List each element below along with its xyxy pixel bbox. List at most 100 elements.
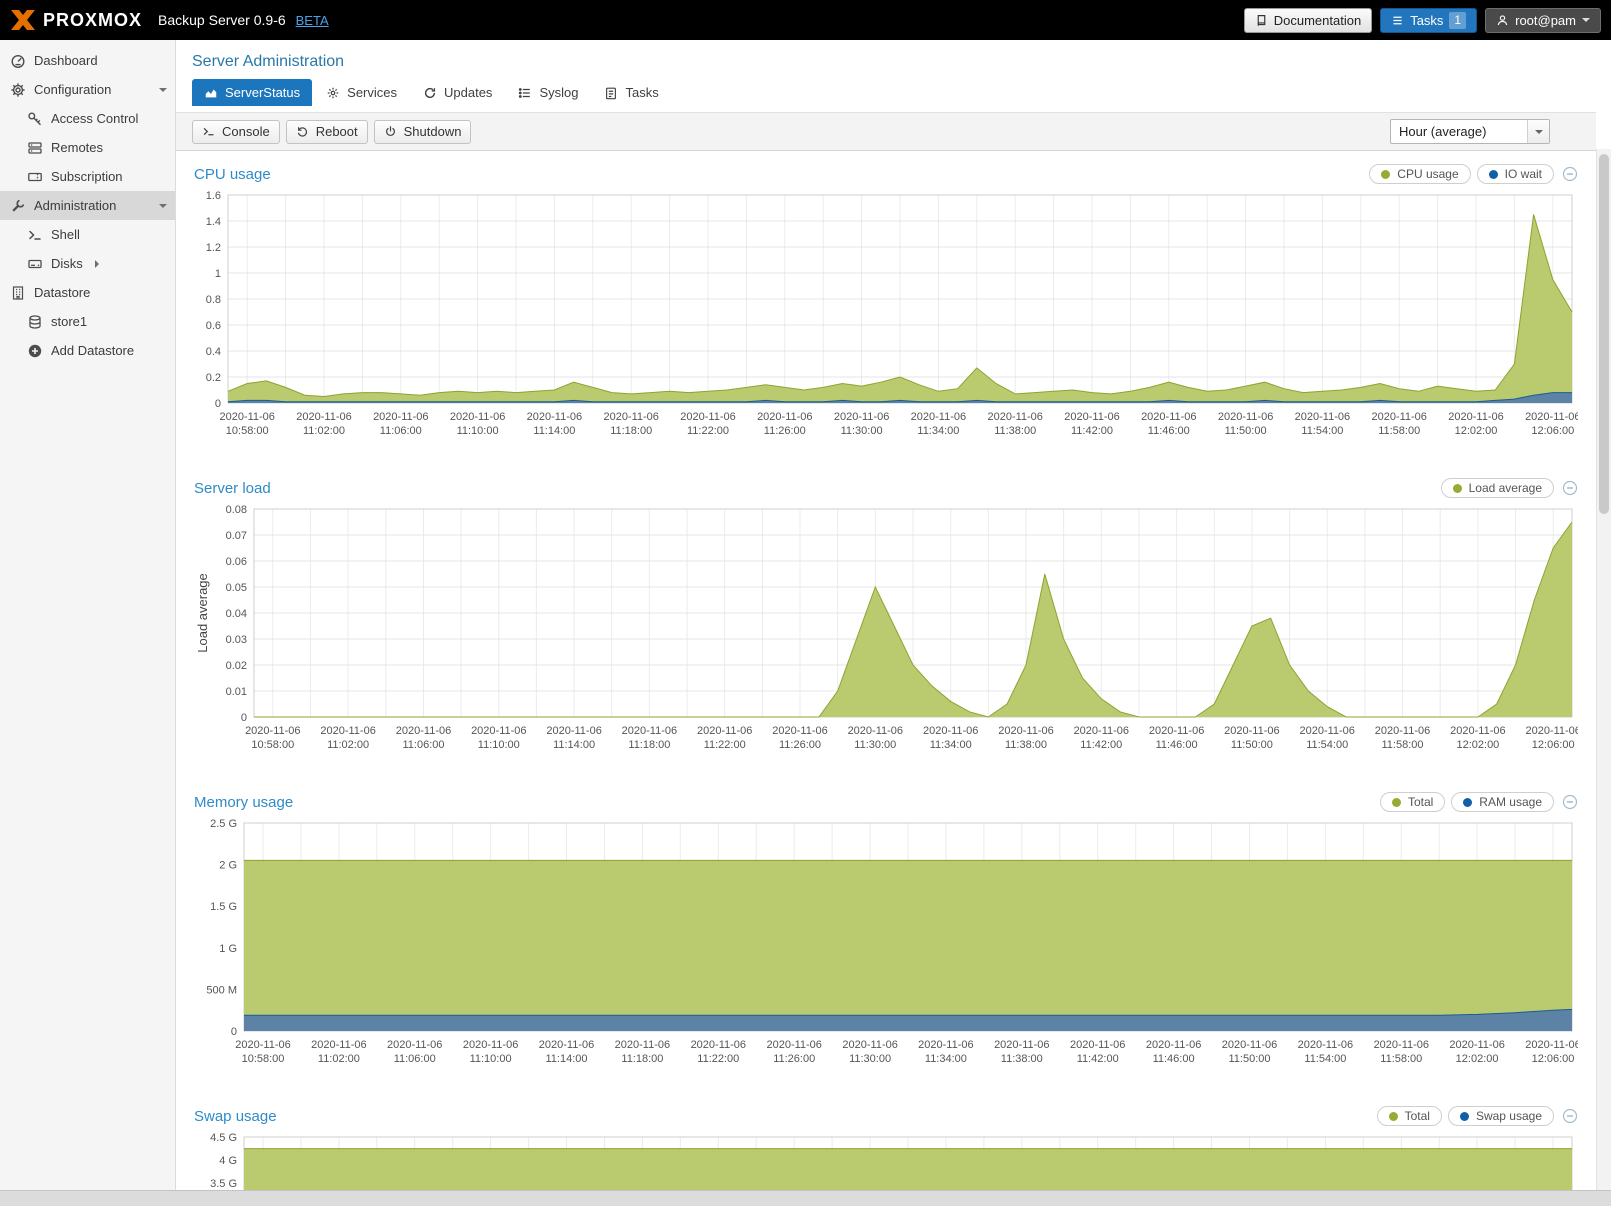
sidebar-item-administration[interactable]: Administration: [0, 191, 175, 220]
svg-text:11:38:00: 11:38:00: [994, 425, 1036, 437]
collapsed-caret-icon: [94, 259, 103, 268]
tab-tasks[interactable]: Tasks: [592, 79, 670, 106]
sidebar-item-access-control[interactable]: Access Control: [0, 104, 175, 133]
svg-text:2020-11-06: 2020-11-06: [311, 1039, 366, 1051]
svg-text:10:58:00: 10:58:00: [251, 739, 294, 751]
collapse-minus-icon[interactable]: [1562, 794, 1578, 810]
shutdown-label: Shutdown: [403, 124, 462, 139]
svg-text:12:06:00: 12:06:00: [1532, 1053, 1575, 1065]
chart-legend: Load average: [1440, 478, 1554, 498]
dropdown-trigger[interactable]: [1527, 120, 1549, 143]
expanded-caret-icon: [159, 87, 167, 96]
tab-label: Updates: [444, 85, 493, 100]
status-toolbar: Console Reboot Shutdown Hour (average): [176, 112, 1596, 151]
svg-text:2020-11-06: 2020-11-06: [1298, 1039, 1353, 1051]
svg-text:2020-11-06: 2020-11-06: [527, 411, 582, 423]
svg-text:11:10:00: 11:10:00: [478, 739, 520, 751]
tasks-button[interactable]: Tasks 1: [1380, 7, 1478, 33]
cpu-usage-panel: CPU usage CPU usage IO wait 0 0.2 0.4 0.6 0.8…: [184, 159, 1588, 465]
chart-title: Memory usage: [194, 793, 294, 811]
svg-text:1.4: 1.4: [206, 216, 221, 228]
svg-text:2020-11-06: 2020-11-06: [1371, 411, 1426, 423]
svg-text:11:26:00: 11:26:00: [779, 739, 821, 751]
collapse-minus-icon[interactable]: [1562, 166, 1578, 182]
svg-text:10:58:00: 10:58:00: [226, 425, 269, 437]
svg-text:2020-11-06: 2020-11-06: [911, 411, 966, 423]
sidebar-item-store1[interactable]: store1: [0, 307, 175, 336]
chart-title: CPU usage: [194, 165, 271, 183]
ticket-icon: [27, 169, 43, 185]
svg-text:11:50:00: 11:50:00: [1225, 425, 1267, 437]
book-icon: [1255, 14, 1268, 27]
shutdown-button[interactable]: Shutdown: [373, 119, 472, 144]
svg-text:12:06:00: 12:06:00: [1532, 739, 1575, 751]
sidebar-item-label: Administration: [34, 198, 117, 213]
svg-text:11:06:00: 11:06:00: [380, 425, 422, 437]
sidebar-item-disks[interactable]: Disks: [0, 249, 175, 278]
vertical-scrollbar[interactable]: [1596, 149, 1611, 1190]
tab-syslog[interactable]: Syslog: [506, 79, 590, 106]
timeframe-value: Hour (average): [1399, 124, 1487, 139]
svg-text:11:14:00: 11:14:00: [545, 1053, 587, 1065]
legend-item: IO wait: [1476, 164, 1554, 184]
sidebar-item-configuration[interactable]: Configuration: [0, 75, 175, 104]
svg-text:11:38:00: 11:38:00: [1005, 739, 1047, 751]
legend-item: Load average: [1440, 478, 1554, 498]
tasks-label: Tasks: [1410, 12, 1444, 28]
reboot-button[interactable]: Reboot: [285, 119, 368, 144]
timeframe-select[interactable]: Hour (average): [1390, 119, 1550, 144]
svg-text:0.06: 0.06: [226, 556, 247, 568]
disk-icon: [27, 256, 43, 272]
collapse-minus-icon[interactable]: [1562, 480, 1578, 496]
svg-text:11:02:00: 11:02:00: [327, 739, 369, 751]
svg-text:2020-11-06: 2020-11-06: [1070, 1039, 1125, 1051]
user-menu-button[interactable]: root@pam: [1485, 7, 1601, 33]
svg-text:2020-11-06: 2020-11-06: [1525, 1039, 1578, 1051]
svg-text:11:22:00: 11:22:00: [697, 1053, 739, 1065]
svg-text:0: 0: [231, 1026, 237, 1038]
svg-text:11:42:00: 11:42:00: [1080, 739, 1122, 751]
collapse-minus-icon[interactable]: [1562, 1108, 1578, 1124]
scrollbar-thumb[interactable]: [1599, 154, 1609, 514]
svg-text:12:02:00: 12:02:00: [1456, 739, 1499, 751]
svg-text:0.2: 0.2: [206, 372, 221, 384]
documentation-button[interactable]: Documentation: [1243, 7, 1373, 33]
svg-text:2020-11-06: 2020-11-06: [219, 411, 274, 423]
svg-text:2020-11-06: 2020-11-06: [1525, 725, 1578, 737]
cpu-usage-chart: 0 0.2 0.4 0.6 0.8 1 1.2 1.4 1.6 2020-11-06 10:58:0…: [206, 190, 1578, 437]
tab-services[interactable]: Services: [314, 79, 409, 106]
beta-link[interactable]: BETA: [295, 12, 329, 28]
svg-text:11:22:00: 11:22:00: [704, 739, 746, 751]
svg-text:2020-11-06: 2020-11-06: [1374, 1039, 1429, 1051]
svg-text:2020-11-06: 2020-11-06: [387, 1039, 442, 1051]
gears-icon: [10, 82, 26, 98]
svg-text:2020-11-06: 2020-11-06: [697, 725, 752, 737]
sidebar-item-datastore[interactable]: Datastore: [0, 278, 175, 307]
list-icon: [1391, 14, 1404, 27]
console-button[interactable]: Console: [192, 119, 280, 144]
svg-text:0.08: 0.08: [226, 504, 247, 516]
console-label: Console: [222, 124, 270, 139]
svg-text:2020-11-06: 2020-11-06: [766, 1039, 821, 1051]
svg-text:2020-11-06: 2020-11-06: [603, 411, 658, 423]
svg-text:2020-11-06: 2020-11-06: [842, 1039, 897, 1051]
sidebar-item-label: store1: [51, 314, 88, 329]
sidebar-item-shell[interactable]: Shell: [0, 220, 175, 249]
svg-text:4 G: 4 G: [219, 1155, 237, 1167]
sidebar-item-remotes[interactable]: Remotes: [0, 133, 175, 162]
sidebar-item-dashboard[interactable]: Dashboard: [0, 46, 175, 75]
svg-text:500 M: 500 M: [206, 984, 237, 996]
svg-text:11:42:00: 11:42:00: [1077, 1053, 1119, 1065]
svg-text:2020-11-06: 2020-11-06: [1448, 411, 1503, 423]
svg-text:2020-11-06: 2020-11-06: [1299, 725, 1354, 737]
svg-text:11:06:00: 11:06:00: [394, 1053, 436, 1065]
tab-updates[interactable]: Updates: [411, 79, 504, 106]
sidebar-item-add-datastore[interactable]: Add Datastore: [0, 336, 175, 365]
tasks-icon: [604, 86, 618, 100]
svg-text:1: 1: [215, 268, 221, 280]
svg-text:11:02:00: 11:02:00: [303, 425, 345, 437]
terminal-icon: [27, 227, 43, 243]
svg-text:4.5 G: 4.5 G: [210, 1132, 237, 1144]
tab-serverstatus[interactable]: ServerStatus: [192, 79, 313, 106]
sidebar-item-subscription[interactable]: Subscription: [0, 162, 175, 191]
